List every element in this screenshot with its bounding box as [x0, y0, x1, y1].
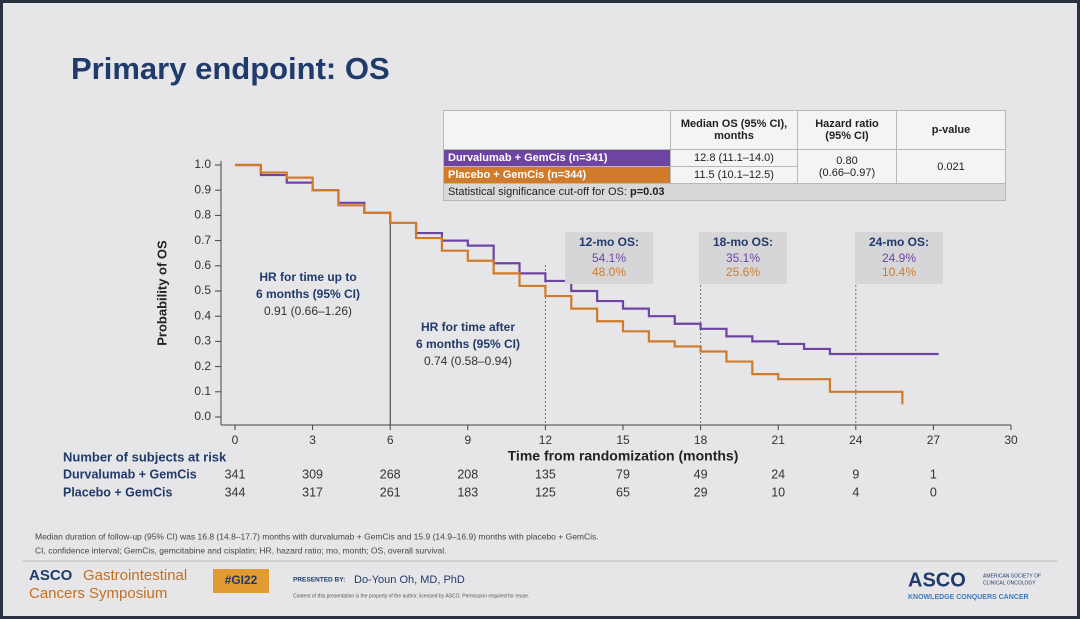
risk-row-label: Durvalumab + GemCis [63, 467, 197, 481]
y-tick-label: 0.0 [194, 409, 211, 423]
hr-label: HR for time after [421, 320, 515, 334]
landmark-label: 24-mo OS: [869, 235, 929, 249]
hashtag: #GI22 [225, 573, 258, 587]
risk-value: 309 [302, 467, 323, 481]
landmark-box [699, 232, 787, 284]
risk-value: 24 [771, 467, 785, 481]
copyright: Content of this presentation is the prop… [293, 593, 529, 599]
asco-logo: ASCO [908, 569, 966, 591]
landmark-value: 24.9% [882, 251, 916, 265]
risk-value: 344 [225, 485, 246, 499]
landmark-value: 48.0% [592, 265, 626, 279]
text: p=0.03 [630, 186, 665, 198]
landmark-box [565, 232, 653, 284]
risk-title: Number of subjects at risk [63, 449, 227, 464]
x-tick-label: 12 [539, 433, 553, 447]
footnote: CI, confidence interval; GemCis, gemcita… [35, 545, 446, 555]
x-axis-label: Time from randomization (months) [508, 448, 739, 464]
y-tick-label: 0.1 [194, 384, 211, 398]
footnote: Median duration of follow-up (95% CI) wa… [35, 531, 599, 541]
chart: Primary endpoint: OS 0.0 0.1 0.2 0.3 0.4 0.5 0… [23, 51, 1057, 602]
y-tick-label: 0.7 [194, 233, 211, 247]
risk-value: 1 [930, 467, 937, 481]
landmark-value: 25.6% [726, 265, 760, 279]
asco-sub: AMERICAN SOCIETY OF [983, 573, 1041, 579]
risk-value: 79 [616, 467, 630, 481]
text: 0.80 [836, 154, 858, 167]
header: Hazard ratio (95% CI) [797, 110, 897, 150]
row-label: Durvalumab + GemCis (n=341) [443, 149, 671, 167]
hr-label: HR for time up to [259, 270, 356, 284]
risk-value: 0 [930, 485, 937, 499]
landmark-label: 18-mo OS: [713, 235, 773, 249]
risk-value: 49 [694, 467, 708, 481]
risk-value: 261 [380, 485, 401, 499]
y-tick-label: 0.8 [194, 208, 211, 222]
risk-value: 135 [535, 467, 556, 481]
y-tick-label: 0.9 [194, 182, 211, 196]
risk-value: 268 [380, 467, 401, 481]
y-axis-label: Probability of OS [154, 240, 169, 346]
meeting: Cancers Symposium [29, 585, 167, 602]
note: Statistical significance cut-off for OS:… [443, 183, 1006, 201]
risk-value: 10 [771, 485, 785, 499]
risk-value: 65 [616, 485, 630, 499]
x-tick-label: 6 [387, 433, 394, 447]
cell: 12.8 (11.1–14.0) [670, 149, 798, 167]
y-tick-label: 1.0 [194, 157, 211, 171]
x-tick-label: 3 [309, 433, 316, 447]
meeting: ASCO [29, 567, 73, 584]
hr-value: 0.91 (0.66–1.26) [264, 304, 352, 318]
risk-value: 317 [302, 485, 323, 499]
text: Statistical significance cut-off for OS: [448, 186, 627, 198]
presented-by: PRESENTED BY: [293, 577, 345, 584]
meeting: Gastrointestinal [83, 567, 187, 584]
cell: 0.80 (0.66–0.97) [797, 149, 897, 184]
risk-value: 183 [457, 485, 478, 499]
risk-value: 29 [694, 485, 708, 499]
risk-value: 4 [852, 485, 859, 499]
hashtag-box [213, 569, 269, 593]
asco-sub: CLINICAL ONCOLOGY [983, 580, 1036, 586]
landmark-value: 35.1% [726, 251, 760, 265]
risk-value: 208 [457, 467, 478, 481]
survival-curve [235, 163, 904, 405]
y-tick-label: 0.3 [194, 334, 211, 348]
landmark-value: 54.1% [592, 251, 626, 265]
y-tick-label: 0.6 [194, 258, 211, 272]
hr-label: 6 months (95% CI) [256, 287, 360, 301]
x-tick-label: 0 [232, 433, 239, 447]
risk-value: 341 [225, 467, 246, 481]
cell: 11.5 (10.1–12.5) [670, 166, 798, 184]
x-tick-label: 27 [927, 433, 941, 447]
risk-value: 9 [852, 467, 859, 481]
x-tick-label: 18 [694, 433, 708, 447]
risk-value: 125 [535, 485, 556, 499]
title: Primary endpoint: OS [71, 51, 390, 86]
landmark-value: 10.4% [882, 265, 916, 279]
text: (0.66–0.97) [818, 166, 876, 179]
landmark-label: 12-mo OS: [579, 235, 639, 249]
hr-label: 6 months (95% CI) [416, 337, 520, 351]
x-tick-label: 15 [616, 433, 630, 447]
summary-table: Median OS (95% CI), months Hazard ratio (… [443, 110, 1006, 201]
y-tick-label: 0.5 [194, 283, 211, 297]
y-tick-label: 0.2 [194, 359, 211, 373]
x-tick-label: 21 [772, 433, 786, 447]
x-tick-label: 30 [1004, 433, 1018, 447]
landmark-box [855, 232, 943, 284]
header: Median OS (95% CI), months [670, 110, 798, 150]
row-label: Placebo + GemCis (n=344) [443, 166, 671, 184]
hr-value: 0.74 (0.58–0.94) [424, 354, 512, 368]
x-tick-label: 9 [464, 433, 471, 447]
y-tick-label: 0.4 [194, 308, 211, 322]
risk-row-label: Placebo + GemCis [63, 485, 172, 499]
presenter: Do-Youn Oh, MD, PhD [354, 574, 465, 586]
x-tick-label: 24 [849, 433, 863, 447]
tagline: KNOWLEDGE CONQUERS CANCER [908, 594, 1029, 601]
header: p-value [896, 110, 1006, 150]
cell: 0.021 [896, 149, 1006, 184]
